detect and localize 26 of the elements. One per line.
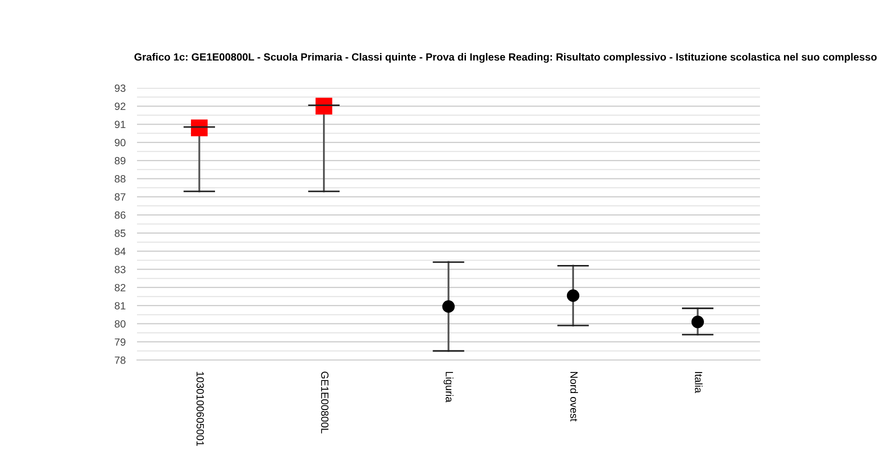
y-tick-label: 83 (114, 266, 126, 274)
y-tick-label: 85 (114, 230, 126, 237)
y-tick-label: 81 (114, 302, 126, 310)
x-tick-label: Liguria (444, 372, 454, 402)
point (566, 289, 580, 302)
y-tick-label: 92 (114, 102, 126, 110)
y-tick-label: 91 (114, 120, 126, 128)
point (691, 316, 704, 328)
y-tick-label: 89 (114, 157, 126, 164)
y-tick-label: 79 (114, 338, 126, 346)
y-tick-label: 90 (114, 138, 126, 146)
x-tick-label: GE1E00800L (321, 372, 328, 434)
y-tick-label: 78 (114, 356, 126, 364)
x-tick-label: Nord ovest (570, 372, 578, 422)
y-tick-label: 93 (114, 84, 126, 92)
x-tick-label: Italia (694, 372, 703, 394)
point (442, 300, 455, 313)
y-tick-label: 84 (114, 248, 126, 256)
y-tick-label: 87 (114, 193, 126, 201)
y-tick-label: 80 (114, 320, 126, 328)
x-tick-label: 1030100605001 (196, 372, 204, 446)
chart-title: Grafico 1c: GE1E00800L - Scuola Primaria - Classi quinte - Prova di Inglese Reading: Risultato complessivo - Istituzione scolastica nel suo complesso (134, 53, 877, 63)
point (316, 98, 332, 114)
y-tick-label: 86 (114, 211, 126, 219)
y-tick-label: 82 (114, 284, 126, 292)
y-tick-label: 88 (114, 175, 126, 183)
